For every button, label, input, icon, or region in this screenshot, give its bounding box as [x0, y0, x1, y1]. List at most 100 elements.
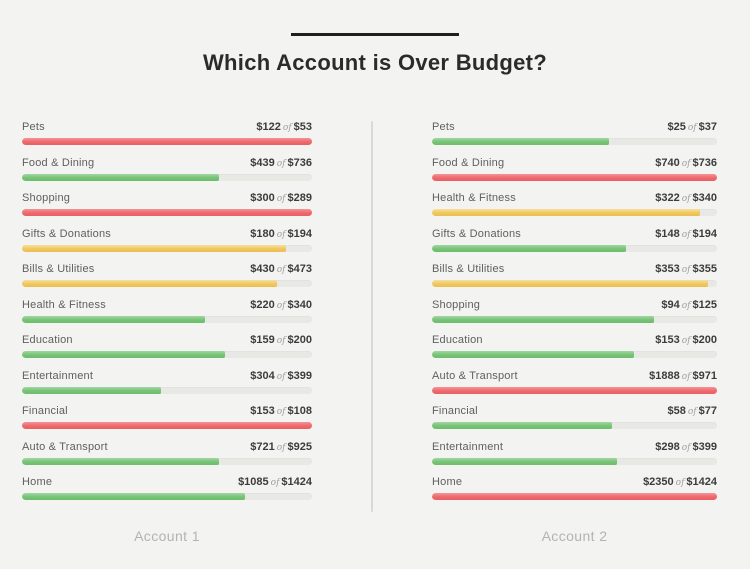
row-header: Pets $122 of $53: [22, 121, 312, 134]
row-header: Pets $25 of $37: [432, 121, 717, 134]
progress-track: [22, 457, 312, 465]
budget-row: Auto & Transport $1888 of $971: [432, 370, 717, 394]
spacer: [312, 121, 371, 512]
budget-amount: $355: [692, 263, 717, 275]
progress-fill: [22, 315, 205, 323]
progress-track: [432, 493, 717, 500]
budget-row: Gifts & Donations $148 of $194: [432, 228, 717, 252]
budget-amount: $1424: [281, 476, 312, 488]
of-word: of: [681, 194, 691, 204]
category-label: Health & Fitness: [22, 298, 106, 311]
budget-amount: $200: [287, 334, 312, 346]
amount-text: $58 of $77: [668, 405, 717, 419]
progress-track: [432, 386, 717, 394]
amount-text: $180 of $194: [250, 228, 312, 242]
progress-track: [22, 173, 312, 181]
progress-fill: [22, 280, 278, 287]
progress-track: [432, 244, 717, 252]
progress-fill: [22, 138, 312, 145]
amount-text: $122 of $53: [256, 121, 312, 135]
row-header: Shopping $300 of $289: [22, 192, 312, 205]
budget-row: Pets $122 of $53: [22, 121, 312, 145]
category-label: Food & Dining: [432, 156, 505, 169]
budget-row: Bills & Utilities $353 of $355: [432, 263, 717, 287]
spent-amount: $94: [661, 298, 680, 311]
progress-track: [432, 351, 717, 358]
category-label: Bills & Utilities: [432, 263, 505, 275]
budget-amount: $473: [287, 263, 312, 275]
of-word: of: [276, 194, 286, 204]
amount-text: $353 of $355: [655, 263, 717, 277]
amount-text: $740 of $736: [655, 157, 717, 171]
of-word: of: [687, 123, 697, 133]
row-header: Gifts & Donations $180 of $194: [22, 228, 312, 241]
progress-track: [432, 280, 717, 287]
row-header: Financial $153 of $108: [22, 405, 312, 418]
account-panel-2: Pets $25 of $37 Food & Dining $740 of $736 H…: [432, 121, 717, 512]
of-word: of: [681, 265, 691, 275]
row-header: Entertainment $304 of $399: [22, 370, 312, 383]
progress-track: [432, 422, 717, 429]
row-header: Bills & Utilities $430 of $473: [22, 263, 312, 276]
budget-amount: $971: [692, 369, 717, 382]
of-word: of: [687, 407, 697, 417]
row-header: Gifts & Donations $148 of $194: [432, 228, 717, 241]
progress-track: [22, 351, 312, 358]
row-header: Home $1085 of $1424: [22, 476, 312, 489]
row-header: Food & Dining $439 of $736: [22, 157, 312, 170]
spent-amount: $298: [655, 440, 680, 453]
budget-amount: $289: [287, 192, 312, 204]
progress-fill: [22, 351, 225, 358]
row-header: Auto & Transport $721 of $925: [22, 441, 312, 454]
progress-track: [432, 315, 717, 323]
amount-text: $220 of $340: [250, 299, 312, 313]
of-word: of: [681, 158, 691, 169]
of-word: of: [681, 300, 691, 311]
row-header: Auto & Transport $1888 of $971: [432, 370, 717, 383]
amount-text: $1888 of $971: [649, 370, 717, 384]
amount-text: $159 of $200: [250, 334, 312, 348]
spent-amount: $300: [250, 192, 275, 204]
category-label: Entertainment: [432, 440, 504, 453]
spent-amount: $430: [250, 263, 275, 275]
spent-amount: $721: [250, 440, 275, 453]
progress-fill: [432, 457, 618, 465]
row-header: Education $153 of $200: [432, 334, 717, 347]
budget-amount: $77: [698, 405, 717, 417]
spent-amount: $1085: [238, 476, 269, 488]
budget-row: Pets $25 of $37: [432, 121, 717, 145]
budget-amount: $736: [692, 156, 717, 169]
amount-text: $1085 of $1424: [238, 476, 312, 490]
progress-fill: [432, 138, 609, 145]
category-label: Financial: [432, 405, 478, 417]
category-label: Home: [432, 476, 463, 488]
row-header: Financial $58 of $77: [432, 405, 717, 418]
progress-fill: [22, 209, 312, 216]
spent-amount: $180: [250, 227, 275, 240]
spacer: [373, 121, 432, 512]
progress-fill: [22, 173, 220, 181]
progress-fill: [432, 244, 626, 252]
budget-amount: $53: [293, 121, 312, 133]
amount-text: $300 of $289: [250, 192, 312, 206]
progress-track: [22, 244, 312, 252]
category-label: Gifts & Donations: [22, 227, 111, 240]
of-word: of: [675, 478, 685, 488]
budget-amount: $108: [287, 405, 312, 417]
progress-track: [22, 138, 312, 145]
budget-amount: $194: [287, 227, 312, 240]
budget-row: Food & Dining $740 of $736: [432, 157, 717, 181]
spent-amount: $2350: [643, 476, 674, 488]
of-word: of: [276, 229, 286, 240]
progress-fill: [22, 422, 312, 429]
spent-amount: $148: [655, 227, 680, 240]
budget-amount: $925: [287, 440, 312, 453]
budget-row: Bills & Utilities $430 of $473: [22, 263, 312, 287]
spent-amount: $159: [250, 334, 275, 346]
budget-amount: $37: [698, 121, 717, 133]
progress-track: [432, 457, 717, 465]
amount-text: $430 of $473: [250, 263, 312, 277]
amount-text: $721 of $925: [250, 441, 312, 455]
category-label: Bills & Utilities: [22, 263, 95, 275]
row-header: Health & Fitness $322 of $340: [432, 192, 717, 205]
